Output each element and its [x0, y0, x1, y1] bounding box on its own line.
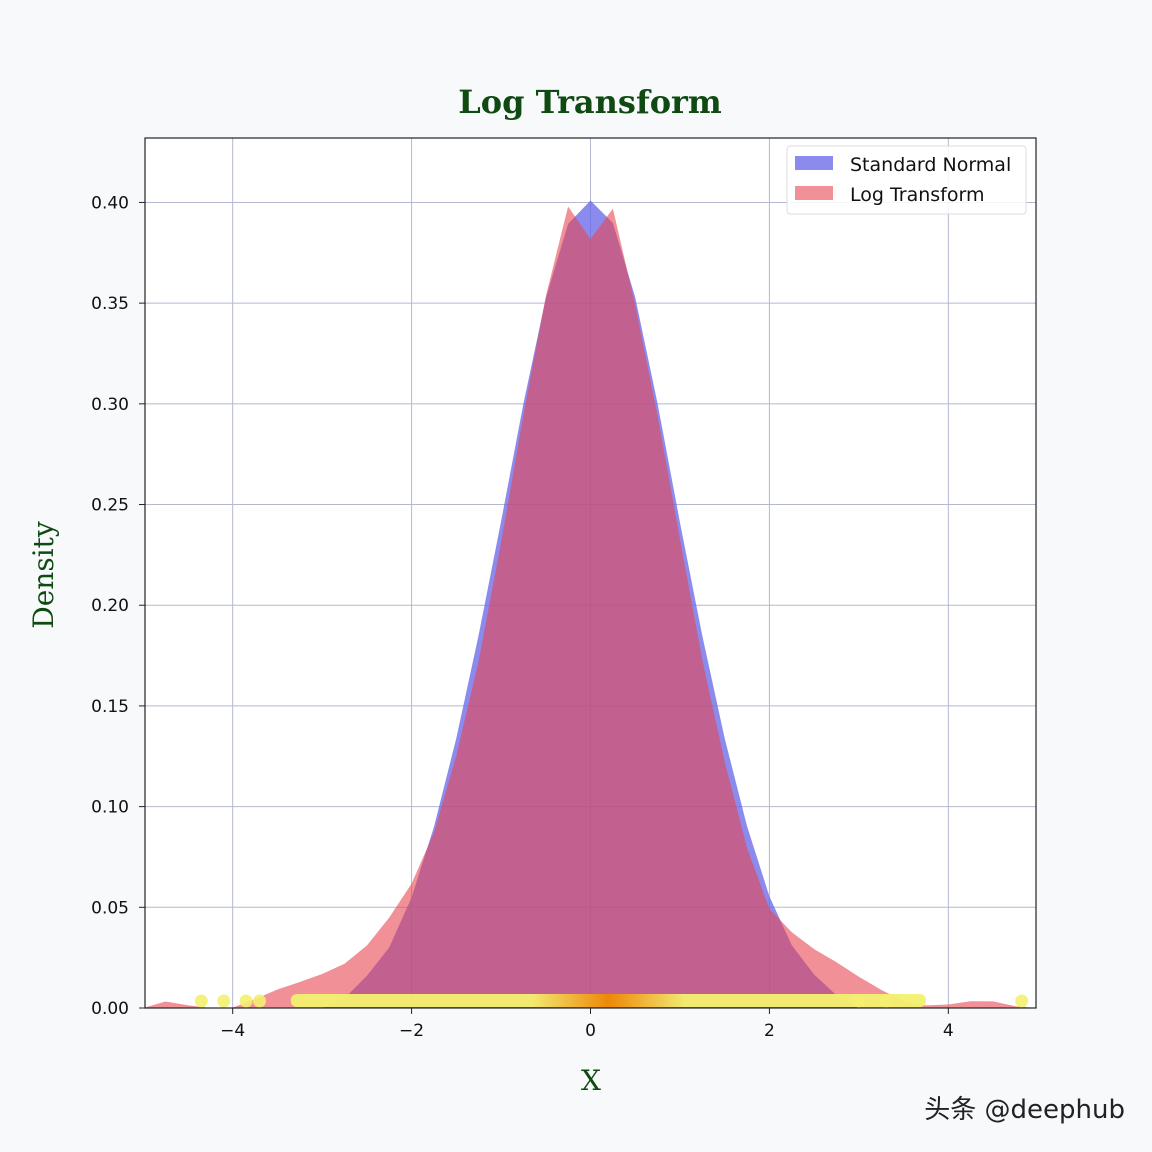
density-areas	[143, 200, 1038, 1008]
rug-point	[852, 994, 866, 1008]
rug-point	[194, 994, 208, 1008]
rug-point	[1015, 994, 1029, 1008]
y-tick-label: 0.30	[91, 395, 129, 415]
area-log-transform	[143, 206, 1038, 1008]
rug-point	[217, 994, 231, 1008]
rug-point	[879, 994, 893, 1008]
x-tick-label: 2	[764, 1021, 775, 1041]
legend-swatch-log-transform	[795, 186, 833, 200]
y-tick-label: 0.10	[91, 798, 129, 818]
y-tick-label: 0.35	[91, 294, 129, 314]
chart-title: Log Transform	[458, 83, 722, 121]
y-tick-label: 0.15	[91, 697, 129, 717]
y-axis-label: Density	[27, 521, 60, 629]
x-axis-label: X	[581, 1064, 601, 1097]
watermark: 头条 @deephub	[924, 1095, 1125, 1125]
legend-swatch-standard-normal	[795, 156, 833, 170]
x-tick-label: 4	[943, 1021, 954, 1041]
legend-box	[786, 145, 1027, 215]
y-tick-label: 0.05	[91, 898, 129, 918]
axis-ticks: −4 −2 0 2 4 0.00 0.05 0.10 0.15 0.20 0.25 0.30 0.35 0…	[91, 193, 954, 1041]
legend-label-log-transform: Log Transform	[850, 184, 984, 206]
rug-point	[239, 994, 253, 1008]
y-tick-label: 0.20	[91, 596, 129, 616]
rug-plot	[194, 994, 1029, 1008]
legend-label-standard-normal: Standard Normal	[850, 154, 1011, 176]
y-tick-label: 0.00	[91, 999, 129, 1019]
rug-point	[253, 994, 267, 1008]
y-tick-label: 0.40	[91, 193, 129, 213]
x-tick-label: 0	[585, 1021, 596, 1041]
y-tick-label: 0.25	[91, 496, 129, 516]
x-tick-label: −2	[399, 1021, 424, 1041]
rug-band	[290, 994, 926, 1007]
legend: Standard Normal Log Transform	[786, 145, 1027, 215]
x-tick-label: −4	[220, 1021, 245, 1041]
